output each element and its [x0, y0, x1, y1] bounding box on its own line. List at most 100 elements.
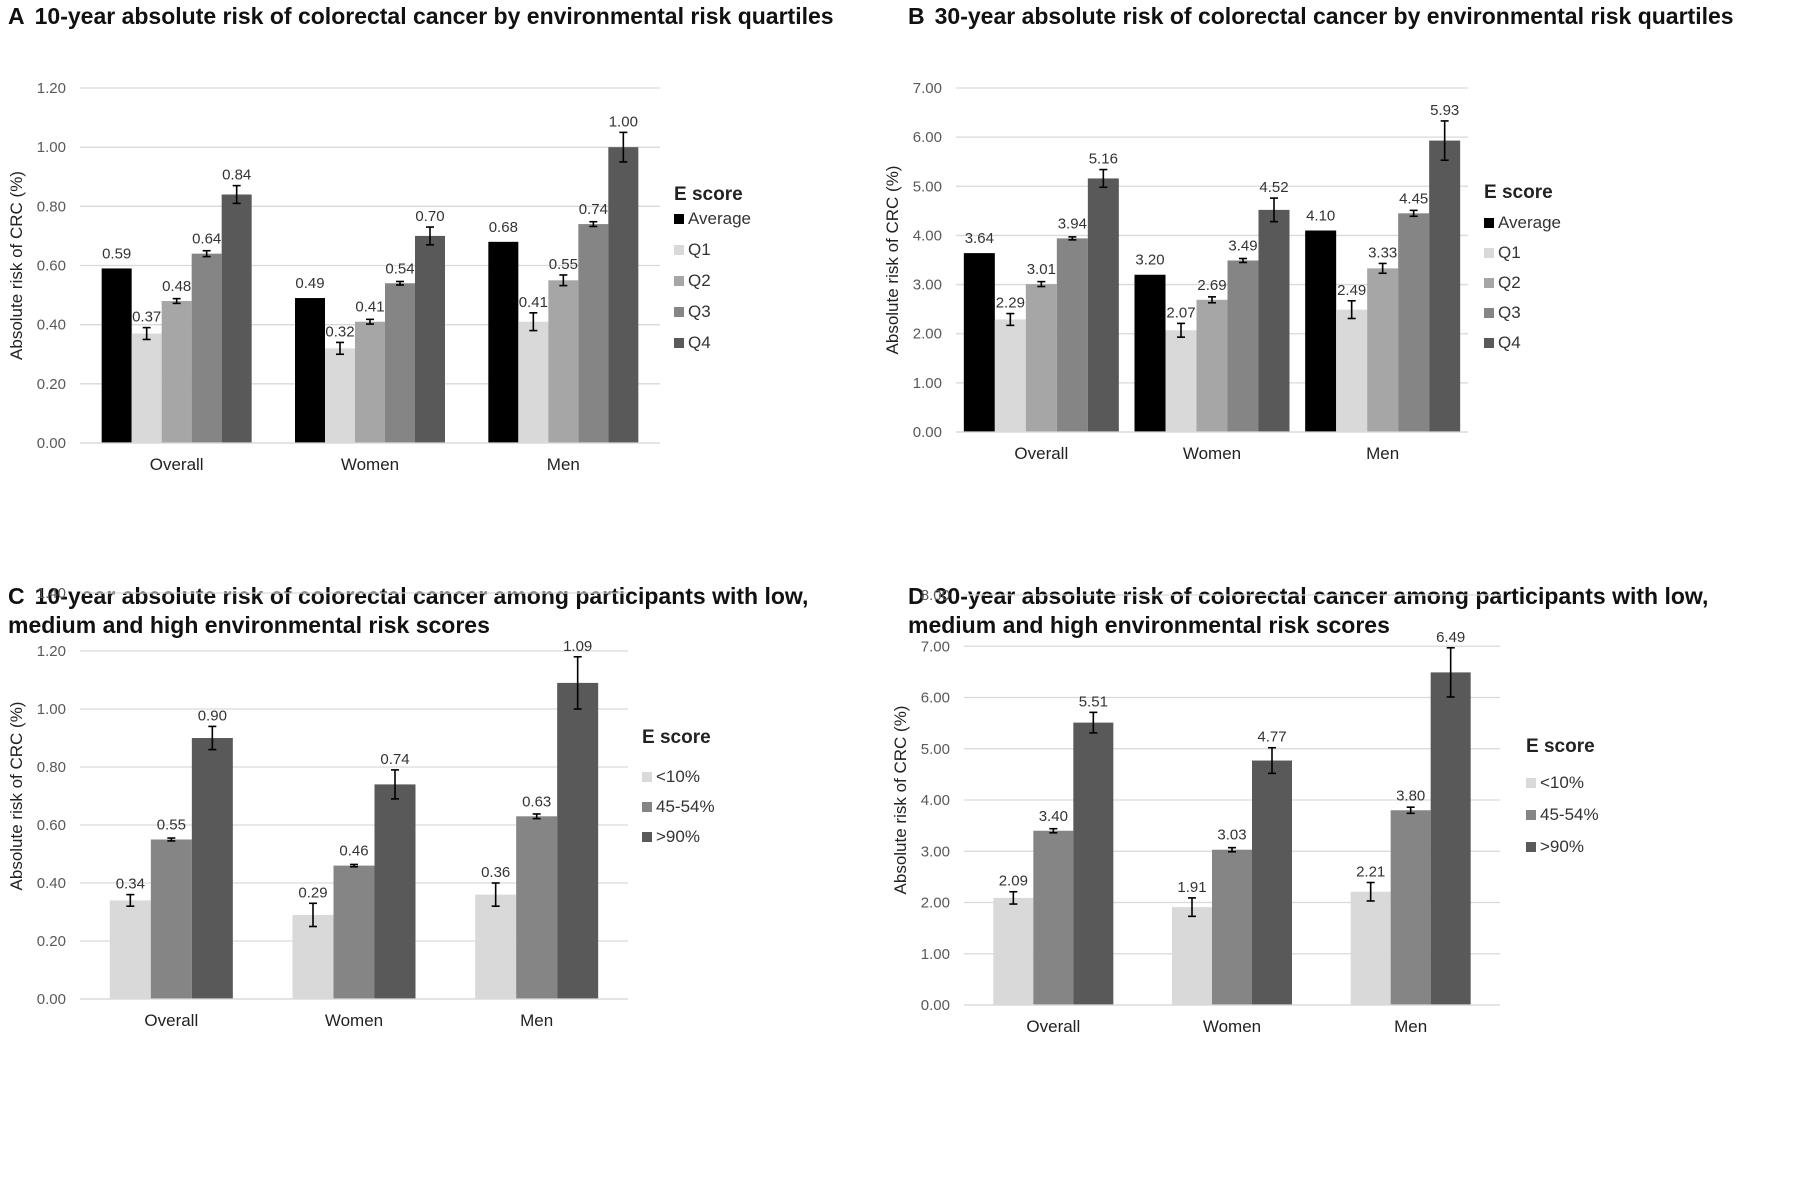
y-tick-label: 0.00: [913, 424, 942, 441]
x-tick-label: Women: [1203, 1017, 1261, 1036]
legend-swatch: [642, 772, 652, 782]
bar-b-overall-4: [1056, 238, 1088, 432]
bar-a-overall-1: [101, 268, 132, 443]
data-label: 3.80: [1396, 787, 1425, 804]
bar-c-men-2: [516, 816, 558, 999]
panel-c: C 10-year absolute risk of colorectal can…: [0, 580, 900, 1190]
data-label: 5.93: [1430, 102, 1459, 119]
chart-b: 0.00 1.00 2.00 3.00 4.00 5.00 6.00 7.00 Absolute…: [883, 80, 1561, 463]
legend-swatch: [674, 307, 684, 317]
panel-d: D 30-year absolute risk of colorectal can…: [891, 580, 1800, 1190]
y-tick-label: 5.00: [913, 178, 942, 195]
bar-d-men-2: [1390, 810, 1431, 1005]
bar-d-men-1: [1350, 891, 1391, 1005]
y-axis-label: Absolute risk of CRC (%): [7, 702, 26, 891]
data-label: 4.10: [1306, 208, 1335, 225]
bar-d-overall-3: [1073, 722, 1114, 1005]
data-label: 0.90: [198, 707, 227, 724]
data-label: 0.84: [222, 167, 251, 184]
x-tick-label: Overall: [1026, 1017, 1080, 1036]
data-label: 3.49: [1228, 237, 1257, 254]
x-tick-label: Women: [325, 1011, 383, 1030]
bar-a-overall-5: [221, 194, 252, 443]
data-label: 2.21: [1356, 864, 1385, 881]
legend-label: 45-54%: [1540, 805, 1599, 824]
data-label: 4.77: [1257, 729, 1286, 746]
y-axis-label: Absolute risk of CRC (%): [891, 706, 910, 895]
bar-c-women-1: [292, 914, 334, 999]
y-tick-label: 7.00: [921, 638, 950, 655]
bar-a-men-5: [608, 147, 639, 443]
data-label: 0.32: [325, 323, 354, 340]
bar-a-overall-4: [191, 253, 222, 443]
data-label: 0.55: [157, 817, 186, 834]
bar-c-overall-2: [150, 839, 192, 999]
legend-swatch: [642, 802, 652, 812]
data-label: 0.59: [102, 245, 131, 262]
data-label: 3.03: [1217, 827, 1246, 844]
bar-d-overall-1: [993, 897, 1034, 1005]
legend-title: E score: [642, 727, 711, 748]
y-tick-label: 0.00: [921, 997, 950, 1014]
y-tick-label: 0.20: [37, 933, 66, 950]
bar-a-overall-3: [161, 301, 192, 443]
data-label: 3.64: [965, 230, 994, 247]
panel-a-title: A 10-year absolute risk of colorectal can…: [8, 2, 868, 31]
y-tick-label: 1.20: [37, 80, 66, 97]
bar-b-overall-2: [994, 319, 1026, 432]
legend-swatch: [674, 245, 684, 255]
panel-a: A 10-year absolute risk of colorectal can…: [0, 0, 900, 580]
data-label: 0.29: [298, 884, 327, 901]
y-tick-label: 6.00: [913, 129, 942, 146]
panel-d-title: D 30-year absolute risk of colorectal can…: [908, 582, 1768, 640]
bar-c-women-2: [333, 865, 375, 999]
data-label: 3.20: [1135, 252, 1164, 269]
bar-d-women-1: [1172, 907, 1212, 1005]
data-label: 4.52: [1259, 179, 1288, 196]
data-label: 0.46: [339, 843, 368, 860]
x-tick-label: Men: [1394, 1017, 1427, 1036]
bar-b-overall-3: [1025, 284, 1057, 432]
bar-b-women-4: [1227, 260, 1259, 432]
legend-swatch: [1526, 778, 1536, 788]
legend-swatch: [674, 338, 684, 348]
bar-d-overall-2: [1033, 830, 1074, 1005]
bar-b-women-2: [1165, 330, 1197, 432]
bar-c-men-3: [557, 682, 599, 999]
y-tick-label: 7.00: [913, 80, 942, 97]
bar-b-overall-5: [1087, 178, 1119, 432]
panel-d-title-text: 30-year absolute risk of colorectal canc…: [908, 583, 1709, 638]
legend-label: <10%: [656, 767, 700, 786]
bar-a-men-1: [488, 241, 519, 443]
bar-c-women-3: [374, 784, 416, 999]
y-axis-label: Absolute risk of CRC (%): [883, 166, 902, 355]
y-tick-label: 0.60: [37, 817, 66, 834]
data-label: 0.68: [489, 219, 518, 236]
x-tick-label: Men: [547, 455, 580, 474]
legend-label: Average: [688, 209, 751, 228]
data-label: 3.40: [1039, 808, 1068, 825]
data-label: 0.55: [549, 256, 578, 273]
legend-title: E score: [674, 184, 743, 205]
legend-label: <10%: [1540, 773, 1584, 792]
panel-b-title-text: 30-year absolute risk of colorectal canc…: [934, 3, 1734, 29]
data-label: 5.16: [1089, 151, 1118, 168]
y-tick-label: 3.00: [913, 277, 942, 294]
bar-b-women-3: [1196, 299, 1228, 432]
y-tick-label: 1.40: [37, 585, 66, 602]
data-label: 2.09: [999, 873, 1028, 890]
data-label: 1.00: [609, 113, 638, 130]
y-tick-label: 0.20: [37, 376, 66, 393]
data-label: 0.70: [415, 208, 444, 225]
legend-label: Average: [1498, 213, 1561, 232]
legend-swatch: [674, 214, 684, 224]
bar-b-men-5: [1429, 140, 1461, 432]
bar-a-men-4: [578, 224, 609, 443]
chart-a: 0.00 0.20 0.40 0.60 0.80 1.00 1.20 Absolute ris…: [7, 80, 751, 474]
panel-c-title: C 10-year absolute risk of colorectal can…: [8, 582, 868, 640]
data-label: 0.41: [355, 299, 384, 316]
bar-a-overall-2: [131, 333, 162, 443]
legend-swatch: [1484, 248, 1494, 258]
data-label: 0.74: [380, 751, 409, 768]
legend-label: >90%: [1540, 837, 1584, 856]
